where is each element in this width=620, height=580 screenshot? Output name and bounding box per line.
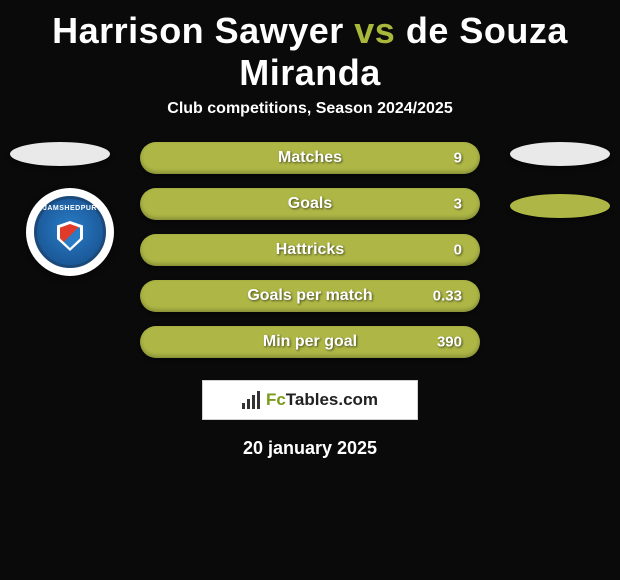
stat-value: 3: [454, 196, 462, 213]
stat-value: 0: [454, 242, 462, 259]
club-logo-text: JAMSHEDPUR: [37, 205, 103, 212]
brand-text: FcTables.com: [266, 390, 378, 410]
stat-value: 9: [454, 150, 462, 167]
stat-bar-goals-per-match: Goals per match 0.33: [140, 280, 480, 312]
club-logo-inner: JAMSHEDPUR: [34, 196, 106, 268]
stats-arena: JAMSHEDPUR Matches 9 Goals 3 Hattricks 0…: [0, 142, 620, 358]
vs-label: vs: [354, 10, 395, 51]
stat-label: Hattricks: [276, 241, 344, 259]
shield-icon: [57, 221, 83, 251]
stat-bar-matches: Matches 9: [140, 142, 480, 174]
stat-label: Matches: [278, 149, 342, 167]
stat-bar-min-per-goal: Min per goal 390: [140, 326, 480, 358]
stat-bars: Matches 9 Goals 3 Hattricks 0 Goals per …: [140, 142, 480, 358]
stat-value: 390: [437, 334, 462, 351]
player1-name: Harrison Sawyer: [52, 10, 344, 51]
brand-prefix: Fc: [266, 390, 286, 409]
stat-label: Min per goal: [263, 333, 357, 351]
player2-placeholder-badge: [510, 142, 610, 166]
season-subtitle: Club competitions, Season 2024/2025: [0, 100, 620, 118]
player2-placeholder-badge-2: [510, 194, 610, 218]
bar-chart-icon: [242, 391, 260, 409]
stat-label: Goals per match: [247, 287, 372, 305]
player1-placeholder-badge: [10, 142, 110, 166]
brand-suffix: Tables.com: [286, 390, 378, 409]
stat-bar-goals: Goals 3: [140, 188, 480, 220]
stat-value: 0.33: [433, 288, 462, 305]
stat-bar-hattricks: Hattricks 0: [140, 234, 480, 266]
club-logo: JAMSHEDPUR: [26, 188, 114, 276]
comparison-title: Harrison Sawyer vs de Souza Miranda: [0, 0, 620, 100]
stat-label: Goals: [288, 195, 332, 213]
snapshot-date: 20 january 2025: [0, 438, 620, 459]
brand-attribution: FcTables.com: [202, 380, 418, 420]
